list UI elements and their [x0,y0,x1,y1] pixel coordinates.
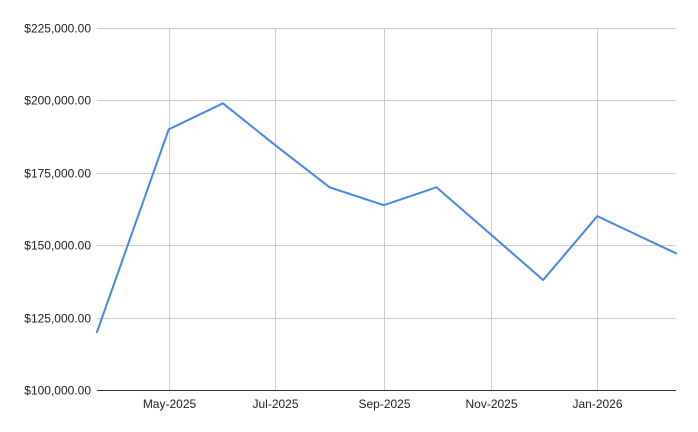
x-tick-label: May-2025 [143,397,197,411]
series-line [96,102,677,334]
y-tick-label: $225,000.00 [24,22,91,36]
series-layer [96,102,677,334]
y-axis: $100,000.00 $125,000.00 $150,000.00 $175,00… [24,22,91,398]
y-tick-label: $100,000.00 [24,384,91,398]
x-tick-label: Sep-2025 [358,397,410,411]
x-tick-label: Jul-2025 [252,397,298,411]
x-tick-label: Jan-2026 [572,397,622,411]
y-tick-label: $125,000.00 [24,312,91,326]
y-tick-label: $200,000.00 [24,94,91,108]
y-tick-label: $150,000.00 [24,239,91,253]
x-axis: May-2025 Jul-2025 Sep-2025 Nov-2025 Jan-2026 [143,397,623,411]
grid [97,28,676,391]
x-tick-label: Nov-2025 [465,397,517,411]
y-tick-label: $175,000.00 [24,167,91,181]
